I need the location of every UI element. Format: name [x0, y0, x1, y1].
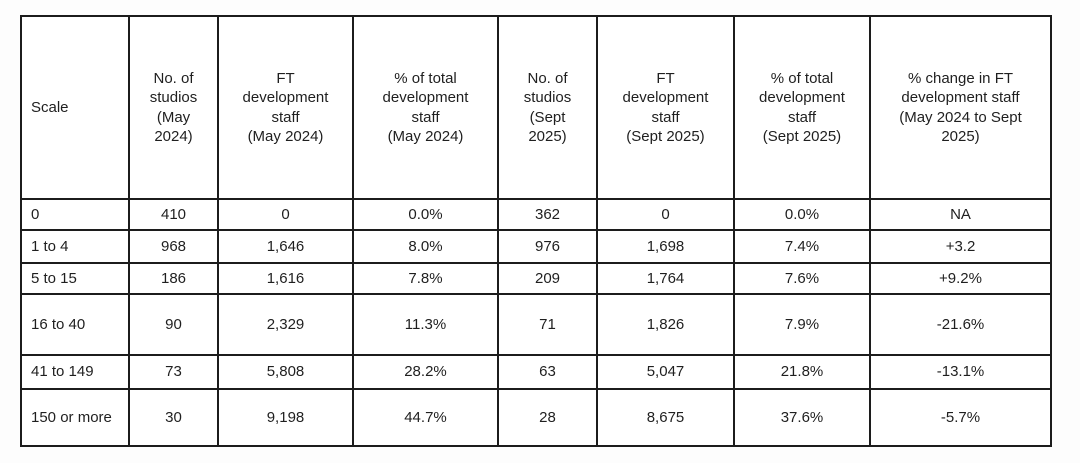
cell-value: 1,698 — [596, 229, 735, 264]
table-row-scale-5-to-15: 5 to 15 186 1,616 7.8% 209 1,764 7.6% +9… — [20, 262, 1052, 295]
studio-development-staff-table: Scale No. of studios (May 2024) FT devel… — [20, 15, 1052, 447]
table-row-scale-1-to-4: 1 to 4 968 1,646 8.0% 976 1,698 7.4% +3.… — [20, 229, 1052, 264]
cell-value: 90 — [128, 293, 219, 356]
table-row-scale-41-to-149: 41 to 149 73 5,808 28.2% 63 5,047 21.8% … — [20, 354, 1052, 390]
cell-scale: 41 to 149 — [20, 354, 130, 390]
header-pct-total-dev-staff-sept-2025: % of total development staff (Sept 2025) — [733, 15, 871, 200]
cell-value: 71 — [497, 293, 598, 356]
cell-value: 30 — [128, 388, 219, 447]
header-ft-dev-staff-sept-2025: FT development staff (Sept 2025) — [596, 15, 735, 200]
cell-value: 968 — [128, 229, 219, 264]
cell-value: 7.6% — [733, 262, 871, 295]
cell-value: NA — [869, 198, 1052, 231]
cell-value: 1,646 — [217, 229, 354, 264]
table-header: Scale No. of studios (May 2024) FT devel… — [20, 15, 1052, 200]
cell-value: 0.0% — [352, 198, 499, 231]
cell-scale: 5 to 15 — [20, 262, 130, 295]
cell-scale: 150 or more — [20, 388, 130, 447]
cell-value: 28.2% — [352, 354, 499, 390]
cell-value: 8.0% — [352, 229, 499, 264]
header-scale: Scale — [20, 15, 130, 200]
header-pct-change-ft-dev-staff: % change in FT development staff (May 20… — [869, 15, 1052, 200]
cell-value: 37.6% — [733, 388, 871, 447]
cell-value: 11.3% — [352, 293, 499, 356]
cell-value: 44.7% — [352, 388, 499, 447]
cell-value: 9,198 — [217, 388, 354, 447]
cell-value: +9.2% — [869, 262, 1052, 295]
cell-value: 410 — [128, 198, 219, 231]
cell-value: -21.6% — [869, 293, 1052, 356]
cell-value: 1,616 — [217, 262, 354, 295]
table-row-scale-0: 0 410 0 0.0% 362 0 0.0% NA — [20, 198, 1052, 231]
table-body: 0 410 0 0.0% 362 0 0.0% NA 1 to 4 968 1,… — [20, 198, 1052, 447]
table-row-scale-150-or-more: 150 or more 30 9,198 44.7% 28 8,675 37.6… — [20, 388, 1052, 447]
header-ft-dev-staff-may-2024: FT development staff (May 2024) — [217, 15, 354, 200]
header-pct-total-dev-staff-may-2024: % of total development staff (May 2024) — [352, 15, 499, 200]
cell-scale: 0 — [20, 198, 130, 231]
cell-value: 8,675 — [596, 388, 735, 447]
cell-value: 976 — [497, 229, 598, 264]
cell-value: 0 — [217, 198, 354, 231]
cell-value: 21.8% — [733, 354, 871, 390]
cell-value: -13.1% — [869, 354, 1052, 390]
cell-value: 0.0% — [733, 198, 871, 231]
cell-scale: 16 to 40 — [20, 293, 130, 356]
cell-value: 73 — [128, 354, 219, 390]
cell-value: 63 — [497, 354, 598, 390]
cell-value: 5,047 — [596, 354, 735, 390]
cell-value: 2,329 — [217, 293, 354, 356]
cell-value: +3.2 — [869, 229, 1052, 264]
header-row: Scale No. of studios (May 2024) FT devel… — [20, 15, 1052, 200]
cell-value: 186 — [128, 262, 219, 295]
cell-value: 362 — [497, 198, 598, 231]
header-no-studios-sept-2025: No. of studios (Sept 2025) — [497, 15, 598, 200]
cell-value: 209 — [497, 262, 598, 295]
cell-value: 28 — [497, 388, 598, 447]
cell-value: 1,764 — [596, 262, 735, 295]
cell-value: 7.8% — [352, 262, 499, 295]
cell-scale: 1 to 4 — [20, 229, 130, 264]
cell-value: 5,808 — [217, 354, 354, 390]
cell-value: 0 — [596, 198, 735, 231]
cell-value: 7.9% — [733, 293, 871, 356]
table-row-scale-16-to-40: 16 to 40 90 2,329 11.3% 71 1,826 7.9% -2… — [20, 293, 1052, 356]
cell-value: -5.7% — [869, 388, 1052, 447]
cell-value: 7.4% — [733, 229, 871, 264]
header-no-studios-may-2024: No. of studios (May 2024) — [128, 15, 219, 200]
cell-value: 1,826 — [596, 293, 735, 356]
